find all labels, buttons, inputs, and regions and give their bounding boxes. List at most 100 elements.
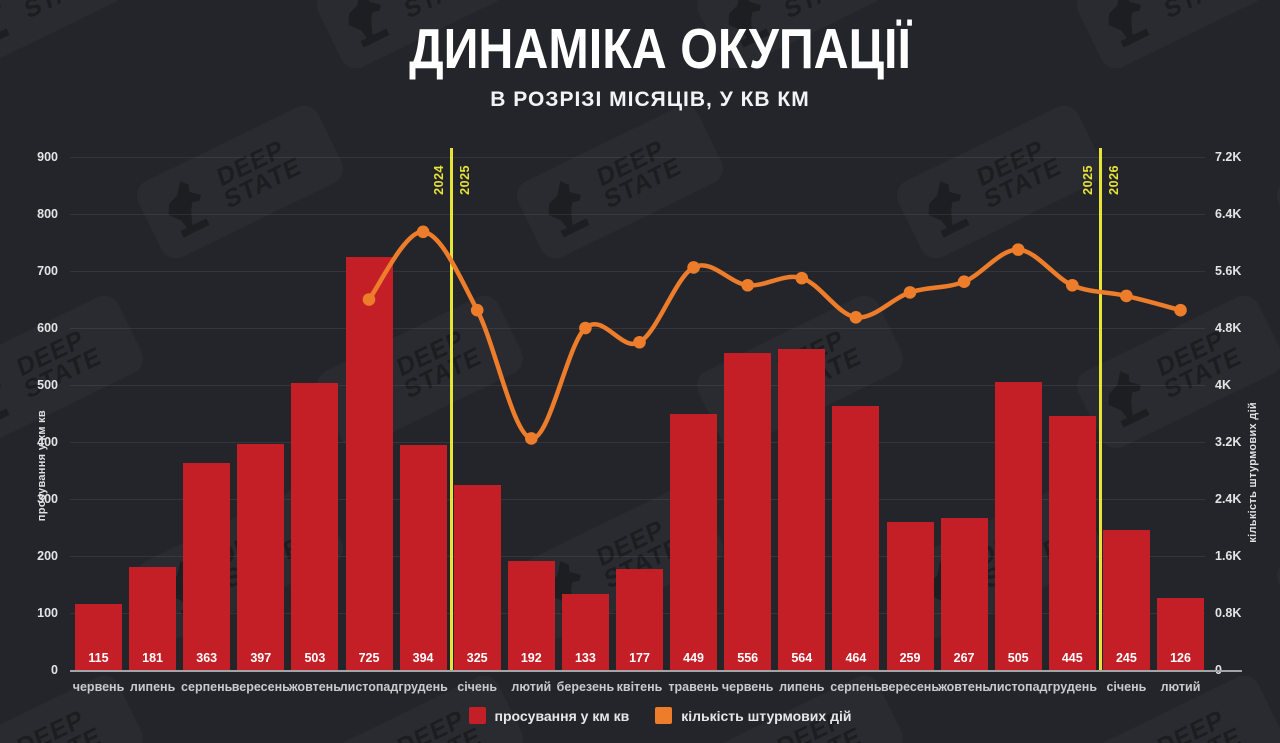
bar-червень-0: 115 bbox=[75, 604, 122, 670]
month-label: серпень bbox=[830, 680, 882, 694]
bar-серпень-14: 464 bbox=[832, 405, 880, 670]
bar-value-label: 363 bbox=[196, 651, 218, 665]
month-label: вересень bbox=[880, 680, 940, 694]
assault-line-point bbox=[1011, 243, 1025, 256]
y-axis-left-tick: 500 bbox=[37, 378, 58, 392]
y-axis-right-tick: 2.4K bbox=[1215, 492, 1242, 506]
bar-value-label: 245 bbox=[1115, 651, 1137, 665]
bar-value-label: 464 bbox=[845, 651, 867, 665]
bar-травень-11: 449 bbox=[670, 414, 718, 670]
y-axis-left-tick: 900 bbox=[37, 150, 58, 164]
bar-value-label: 115 bbox=[88, 651, 109, 665]
gridline bbox=[70, 271, 1205, 272]
month-label: березень bbox=[556, 680, 615, 694]
assault-line-point bbox=[633, 335, 646, 349]
bar-value-label: 503 bbox=[304, 651, 326, 665]
bar-value-label: 505 bbox=[1007, 651, 1029, 665]
bar-березень-9: 133 bbox=[561, 594, 609, 670]
y-axis-left-tick: 600 bbox=[37, 321, 58, 335]
assault-line-point bbox=[849, 311, 863, 324]
page-title: ДИНАМІКА ОКУПАЦІЇ bbox=[409, 17, 911, 81]
bar-вересень-3: 397 bbox=[237, 443, 285, 670]
bar-value-label: 564 bbox=[791, 651, 813, 665]
assault-line-point bbox=[416, 225, 430, 239]
deepstate-logo-icon bbox=[332, 739, 406, 743]
bar-value-label: 126 bbox=[1170, 651, 1191, 665]
y-axis-right-tick: 4.8K bbox=[1215, 321, 1242, 335]
month-label: січень bbox=[1106, 680, 1147, 694]
legend: просування у км кв кількість штурмових д… bbox=[0, 707, 1280, 724]
bar-червень-12: 556 bbox=[724, 353, 772, 670]
bar-липень-13: 564 bbox=[778, 348, 826, 670]
assault-line-point bbox=[1174, 303, 1187, 317]
assault-line-path bbox=[366, 229, 1183, 441]
deepstate-logo-icon bbox=[0, 739, 26, 743]
header: ДИНАМІКА ОКУПАЦІЇ В РОЗРІЗІ МІСЯЦІВ, У К… bbox=[0, 0, 1280, 112]
month-label: листопад bbox=[988, 680, 1048, 694]
bar-value-label: 177 bbox=[629, 651, 650, 665]
bar-січень-7: 325 bbox=[453, 484, 501, 670]
assault-line-point bbox=[795, 271, 809, 285]
bar-value-label: 325 bbox=[466, 651, 488, 665]
legend-swatch-assaults bbox=[655, 707, 673, 724]
month-label: січень bbox=[457, 680, 498, 694]
y-axis-left-tick: 300 bbox=[37, 492, 58, 506]
gridline bbox=[70, 442, 1205, 443]
y-axis-right-tick: 6.4K bbox=[1215, 207, 1242, 221]
bar-value-label: 725 bbox=[358, 651, 380, 665]
assault-line-point bbox=[741, 278, 754, 292]
right-axis-title: кількість штурмових дій bbox=[1247, 402, 1259, 543]
year-divider-line bbox=[1099, 148, 1102, 670]
legend-label-assaults: кількість штурмових дій bbox=[681, 707, 852, 724]
page-subtitle: В РОЗРІЗІ МІСЯЦІВ, У КВ КМ bbox=[490, 87, 810, 111]
assault-line-point bbox=[579, 321, 592, 335]
assault-line-point bbox=[1120, 289, 1133, 303]
y-axis-right-tick: 1.6K bbox=[1215, 549, 1242, 563]
assault-line-chart bbox=[362, 225, 1187, 445]
bar-value-label: 259 bbox=[899, 651, 921, 665]
bar-value-label: 192 bbox=[520, 651, 542, 665]
bar-value-label: 445 bbox=[1061, 651, 1083, 665]
month-label: травень bbox=[668, 680, 719, 694]
gridline bbox=[70, 499, 1205, 500]
y-axis-left-tick: 100 bbox=[37, 606, 58, 620]
bar-липень-1: 181 bbox=[129, 566, 177, 670]
assault-line-point bbox=[903, 286, 917, 299]
month-label: вересень bbox=[231, 680, 290, 694]
bar-жовтень-16: 267 bbox=[940, 517, 988, 670]
assault-line-point bbox=[687, 261, 700, 274]
y-axis-left-tick: 700 bbox=[37, 264, 58, 278]
gridline bbox=[70, 385, 1205, 386]
bar-value-label: 394 bbox=[412, 651, 434, 665]
month-label: липень bbox=[129, 680, 176, 694]
bar-грудень-18: 445 bbox=[1048, 416, 1096, 670]
month-label: грудень bbox=[398, 680, 448, 694]
y-axis-left-tick: 800 bbox=[37, 207, 58, 221]
bar-value-label: 133 bbox=[574, 651, 596, 665]
month-label: квітень bbox=[616, 680, 663, 694]
y-axis-left-tick: 200 bbox=[37, 549, 58, 563]
bar-value-label: 181 bbox=[142, 651, 164, 665]
month-label: листопад bbox=[339, 680, 399, 694]
assault-line-point bbox=[957, 275, 971, 288]
deepstate-logo-icon bbox=[0, 371, 10, 428]
bar-жовтень-4: 503 bbox=[291, 383, 339, 670]
assault-line-point bbox=[525, 432, 538, 445]
month-label: жовтень bbox=[288, 680, 341, 694]
gridline bbox=[70, 214, 1205, 215]
bar-лютий-20: 126 bbox=[1157, 598, 1204, 670]
x-axis-line bbox=[70, 670, 1242, 672]
bar-лютий-8: 192 bbox=[507, 560, 555, 670]
assault-line-point bbox=[470, 303, 484, 317]
gridline bbox=[70, 328, 1205, 329]
month-label: липень bbox=[779, 680, 825, 694]
month-label: червень bbox=[72, 680, 125, 694]
gridline bbox=[70, 157, 1205, 158]
y-axis-right-tick: 7.2K bbox=[1215, 150, 1242, 164]
month-label: жовтень bbox=[938, 680, 991, 694]
y-axis-right-tick: 5.6K bbox=[1215, 264, 1242, 278]
bar-листопад-5: 725 bbox=[345, 256, 393, 670]
month-label: серпень bbox=[181, 680, 233, 694]
